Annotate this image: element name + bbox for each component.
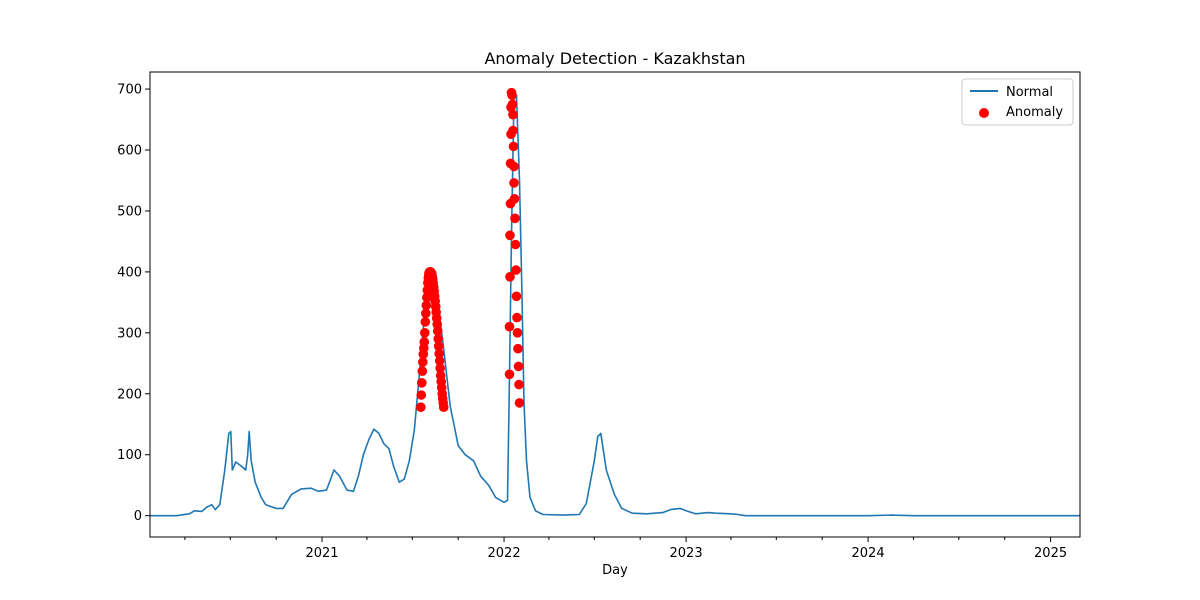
y-tick-label: 200 (117, 387, 142, 402)
y-tick-label: 300 (117, 326, 142, 341)
anomaly-point (417, 378, 427, 388)
anomaly-point (512, 328, 523, 338)
anomaly-point (504, 321, 515, 332)
anomaly-point (510, 213, 520, 224)
anomaly-point (505, 230, 515, 241)
anomaly-point (434, 356, 445, 366)
legend-label-normal: Normal (1006, 85, 1053, 100)
x-axis: 2021 2022 2023 2024 2025 (184, 537, 1067, 561)
anomaly-point (505, 272, 515, 282)
anomaly-point (508, 141, 519, 152)
anomaly-point (509, 194, 520, 204)
y-tick-label: 500 (117, 204, 142, 219)
anomaly-point (510, 239, 521, 250)
anomaly-point (433, 341, 444, 352)
y-tick-label: 400 (117, 265, 142, 280)
anomaly-point (509, 161, 519, 172)
anomaly-point (417, 366, 428, 377)
anomaly-point (421, 300, 432, 311)
anomaly-point (419, 337, 430, 347)
y-axis: 0 100 200 300 400 500 600 700 (117, 83, 150, 524)
legend-label-anomaly: Anomaly (1006, 105, 1063, 120)
anomaly-point (508, 109, 518, 120)
anomaly-point (438, 402, 449, 413)
anomaly-point (416, 402, 426, 413)
anomaly-point (514, 398, 525, 408)
anomaly-point (507, 90, 517, 100)
anomaly-point (416, 390, 427, 400)
anomaly-point (420, 317, 431, 327)
anomaly-point (507, 99, 518, 110)
anomaly-point (432, 326, 443, 336)
anomaly-point (418, 357, 428, 367)
series-line-normal (150, 94, 1080, 517)
anomaly-point (421, 308, 431, 319)
legend: Normal Anomaly (961, 78, 1074, 126)
y-tick-label: 0 (134, 509, 142, 524)
anomaly-point (513, 361, 524, 372)
x-tick-label: 2022 (488, 546, 521, 561)
anomaly-point (508, 125, 518, 136)
anomaly-point (513, 343, 523, 354)
anomaly-point (511, 265, 521, 275)
anomaly-point (422, 292, 432, 303)
anomaly-point (420, 328, 430, 338)
x-axis-label: Day (602, 563, 628, 578)
x-tick-label: 2023 (670, 546, 703, 561)
anomaly-point (511, 291, 522, 302)
plot-frame (149, 71, 1081, 538)
legend-dot-icon (979, 108, 989, 118)
anomaly-point (504, 369, 515, 380)
y-tick-label: 100 (117, 448, 142, 463)
chart-title: Anomaly Detection - Kazakhstan (484, 49, 745, 68)
anomaly-point (435, 363, 446, 374)
anomaly-point (509, 178, 519, 188)
x-tick-label: 2025 (1034, 546, 1067, 561)
anomaly-point (433, 334, 444, 344)
anomaly-point (512, 312, 522, 323)
y-tick-label: 700 (117, 83, 142, 98)
plot-area (150, 87, 1080, 517)
x-tick-label: 2024 (852, 546, 885, 561)
x-tick-label: 2021 (305, 546, 338, 561)
anomaly-point (514, 379, 524, 390)
y-tick-label: 600 (117, 144, 142, 159)
anomaly-point (434, 348, 445, 359)
